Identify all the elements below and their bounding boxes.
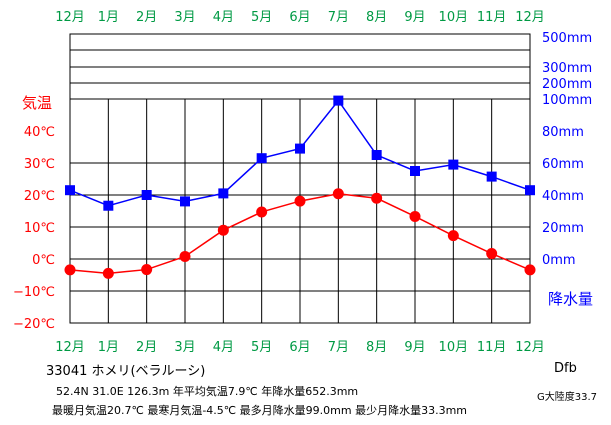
precipitation-point bbox=[448, 159, 459, 170]
precipitation-point bbox=[141, 190, 152, 200]
bottom-month-label: 8月 bbox=[366, 340, 387, 355]
bottom-month-label: 9月 bbox=[404, 340, 425, 355]
temperature-point bbox=[64, 264, 76, 276]
precipitation-tick-label: 80mm bbox=[542, 125, 584, 140]
temperature-point bbox=[486, 248, 498, 260]
temperature-tick-label: −20℃ bbox=[13, 317, 55, 332]
chart-grid bbox=[69, 33, 531, 324]
top-month-label: 3月 bbox=[174, 10, 195, 25]
temperature-point bbox=[371, 192, 383, 204]
temperature-point bbox=[179, 250, 191, 262]
precipitation-tick-label: 500mm bbox=[542, 31, 592, 46]
temperature-point bbox=[524, 264, 536, 276]
top-month-label: 2月 bbox=[136, 10, 157, 25]
bottom-month-label: 12月 bbox=[55, 340, 85, 355]
top-month-label: 10月 bbox=[439, 10, 469, 25]
top-month-label: 8月 bbox=[366, 10, 387, 25]
precipitation-tick-label: 200mm bbox=[542, 77, 592, 92]
top-month-label: 9月 bbox=[404, 10, 425, 25]
top-month-label: 4月 bbox=[213, 10, 234, 25]
temperature-series bbox=[64, 188, 536, 279]
temperature-tick-label: 40℃ bbox=[24, 125, 55, 140]
top-month-label: 5月 bbox=[251, 10, 272, 25]
precipitation-point bbox=[410, 166, 420, 176]
temperature-point bbox=[294, 195, 306, 207]
bottom-month-label: 5月 bbox=[251, 340, 272, 355]
top-month-label: 11月 bbox=[477, 10, 507, 25]
precipitation-point bbox=[103, 200, 114, 211]
bottom-month-label: 12月 bbox=[515, 340, 545, 355]
precipitation-point bbox=[218, 188, 229, 199]
bottom-month-labels: 12月 1月 2月 3月 4月 5月 6月 7月 8月 9月 10月 11月 12月 bbox=[55, 340, 545, 355]
top-month-labels: 12月 1月 2月 3月 4月 5月 6月 7月 8月 9月 10月 11月 12月 bbox=[55, 10, 545, 25]
temperature-point bbox=[447, 230, 459, 242]
temperature-point bbox=[256, 206, 268, 218]
precipitation-tick-label: 100mm bbox=[542, 93, 592, 108]
temperature-point bbox=[217, 224, 229, 236]
top-month-label: 12月 bbox=[55, 10, 85, 25]
temperature-point bbox=[332, 188, 344, 200]
temperature-point bbox=[141, 264, 153, 276]
top-month-label: 7月 bbox=[328, 10, 349, 25]
bottom-month-label: 2月 bbox=[136, 340, 157, 355]
station-name: 33041 ホメリ(ベラルーシ) bbox=[46, 364, 206, 379]
bottom-month-label: 11月 bbox=[477, 340, 507, 355]
bottom-month-label: 7月 bbox=[328, 340, 349, 355]
top-month-label: 6月 bbox=[289, 10, 310, 25]
bottom-month-label: 6月 bbox=[289, 340, 310, 355]
bottom-month-label: 10月 bbox=[439, 340, 469, 355]
precipitation-series bbox=[65, 95, 535, 211]
bottom-month-label: 4月 bbox=[213, 340, 234, 355]
precipitation-tick-label: 0mm bbox=[542, 253, 576, 268]
temperature-tick-label: 20℃ bbox=[24, 189, 55, 204]
continentality-index: G大陸度33.7 bbox=[537, 392, 598, 403]
precipitation-point bbox=[65, 185, 75, 196]
top-month-label: 1月 bbox=[98, 10, 119, 25]
precipitation-tick-label: 40mm bbox=[542, 189, 584, 204]
precipitation-tick-label: 20mm bbox=[542, 221, 584, 236]
precipitation-point bbox=[371, 150, 382, 160]
precipitation-tick-label: 60mm bbox=[542, 157, 584, 172]
temperature-tick-label: −10℃ bbox=[13, 285, 55, 300]
bottom-month-label: 3月 bbox=[174, 340, 195, 355]
precipitation-point bbox=[333, 95, 344, 106]
precipitation-axis-title: 降水量 bbox=[548, 290, 593, 308]
precipitation-point bbox=[295, 143, 305, 154]
temperature-point bbox=[102, 267, 114, 279]
temperature-tick-label: 0℃ bbox=[32, 253, 55, 268]
precipitation-point bbox=[180, 196, 190, 207]
temperature-axis: 気温 40℃ 30℃ 20℃ 10℃ 0℃ −10℃ −20℃ bbox=[13, 94, 55, 332]
station-extremes: 最暖月気温20.7℃ 最寒月気温-4.5℃ 最多月降水量99.0mm 最少月降水… bbox=[52, 404, 467, 417]
temperature-axis-title: 気温 bbox=[22, 94, 52, 112]
bottom-month-label: 1月 bbox=[98, 340, 119, 355]
precipitation-point bbox=[525, 185, 535, 196]
precipitation-point bbox=[256, 153, 267, 164]
precipitation-point bbox=[486, 171, 497, 182]
koppen-class: Dfb bbox=[554, 361, 577, 376]
temperature-tick-label: 30℃ bbox=[24, 157, 55, 172]
station-summary: 52.4N 31.0E 126.3m 年平均気温7.9℃ 年降水量652.3mm bbox=[56, 385, 359, 398]
precipitation-tick-label: 300mm bbox=[542, 61, 592, 76]
top-month-label: 12月 bbox=[515, 10, 545, 25]
temperature-tick-label: 10℃ bbox=[24, 221, 55, 236]
temperature-point bbox=[409, 210, 421, 222]
